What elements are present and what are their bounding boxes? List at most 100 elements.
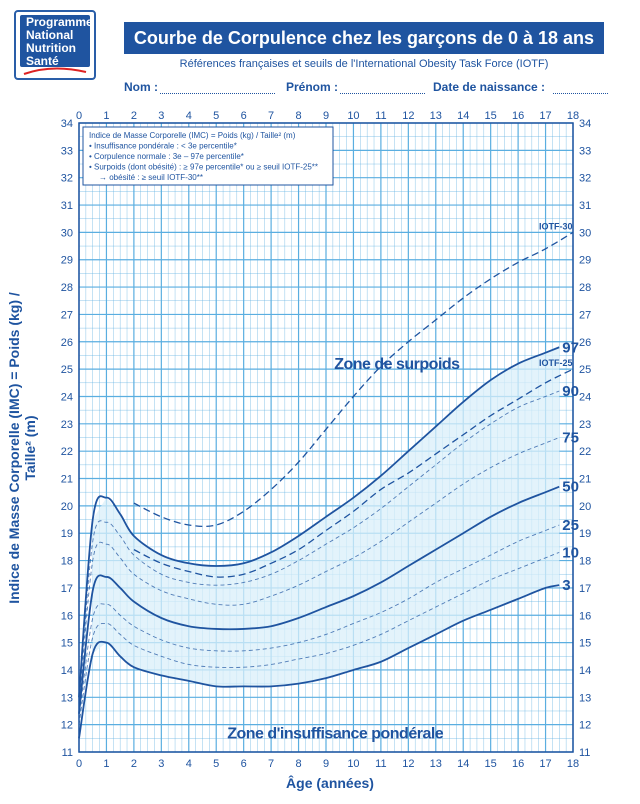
y-tick-label: 32 bbox=[61, 173, 73, 185]
y-tick-label-right: 31 bbox=[579, 200, 591, 212]
x-tick-label: 8 bbox=[295, 758, 301, 770]
legend-line: Indice de Masse Corporelle (IMC) = Poids… bbox=[89, 131, 296, 140]
logo: Programme National Nutrition Santé bbox=[14, 10, 96, 80]
logo-line: Nutrition bbox=[26, 41, 76, 55]
y-tick-label: 15 bbox=[61, 638, 73, 650]
x-tick-label-top: 1 bbox=[103, 110, 109, 122]
percentile-line-p97 bbox=[78, 346, 560, 698]
swoosh-icon bbox=[23, 67, 87, 75]
page-subtitle: Références françaises et seuils de l'Int… bbox=[179, 58, 549, 70]
y-tick-label: 29 bbox=[61, 255, 73, 267]
x-tick-label-top: 4 bbox=[186, 110, 192, 122]
y-tick-label-right: 14 bbox=[579, 665, 591, 677]
date-field[interactable] bbox=[553, 93, 608, 94]
x-tick-label-top: 14 bbox=[457, 110, 469, 122]
y-tick-label-right: 24 bbox=[579, 391, 591, 403]
zone-insuffisance-label: Zone d'insuffisance pondérale bbox=[227, 725, 444, 742]
x-tick-label-top: 18 bbox=[567, 110, 579, 122]
y-tick-label-right: 15 bbox=[579, 638, 591, 650]
y-tick-label-right: 34 bbox=[579, 118, 591, 130]
nom-field[interactable] bbox=[160, 93, 275, 94]
series-label-p97: 97 bbox=[562, 339, 579, 356]
y-tick-label: 11 bbox=[62, 747, 73, 759]
y-tick-label: 31 bbox=[61, 200, 73, 212]
y-tick-label-right: 26 bbox=[579, 337, 591, 349]
y-tick-label-right: 29 bbox=[579, 255, 591, 267]
legend-line: • Corpulence normale : 3e – 97e percenti… bbox=[89, 152, 244, 161]
x-tick-label-top: 10 bbox=[347, 110, 359, 122]
y-axis-title: Indice de Masse Corporelle (IMC) = Poids… bbox=[6, 292, 38, 604]
y-tick-label-right: 16 bbox=[579, 610, 591, 622]
x-tick-label-top: 9 bbox=[323, 110, 329, 122]
logo-line: Santé bbox=[26, 54, 59, 68]
prenom-field[interactable] bbox=[340, 93, 425, 94]
series-label-p10: 10 bbox=[562, 544, 579, 561]
percentile-line-p90 bbox=[78, 390, 560, 703]
y-tick-label-right: 30 bbox=[579, 227, 591, 239]
x-tick-label: 5 bbox=[213, 758, 219, 770]
x-tick-label: 18 bbox=[567, 758, 579, 770]
x-tick-label: 17 bbox=[539, 758, 551, 770]
y-tick-label: 21 bbox=[61, 474, 73, 486]
y-tick-label: 20 bbox=[61, 501, 73, 513]
x-tick-label-top: 16 bbox=[512, 110, 524, 122]
y-tick-label-right: 19 bbox=[579, 528, 591, 540]
y-tick-label-right: 33 bbox=[579, 145, 591, 157]
x-tick-label-top: 6 bbox=[241, 110, 247, 122]
series-label-iotf-25: IOTF-25 bbox=[539, 358, 573, 368]
plot-frame bbox=[78, 122, 574, 753]
y-tick-label-right: 20 bbox=[579, 501, 591, 513]
zone-surpoids-label: Zone de surpoids bbox=[334, 356, 460, 373]
series-label-p25: 25 bbox=[562, 517, 579, 534]
x-tick-label-top: 5 bbox=[213, 110, 219, 122]
x-tick-label: 4 bbox=[186, 758, 192, 770]
y-tick-label-right: 13 bbox=[579, 692, 591, 704]
x-tick-label: 6 bbox=[241, 758, 247, 770]
x-tick-label: 9 bbox=[323, 758, 329, 770]
y-tick-label-right: 11 bbox=[579, 747, 590, 759]
nom-label: Nom : bbox=[124, 80, 158, 94]
y-tick-label: 13 bbox=[61, 692, 73, 704]
x-tick-label: 10 bbox=[347, 758, 359, 770]
x-tick-label-top: 13 bbox=[430, 110, 442, 122]
percentile-line-p3 bbox=[78, 584, 560, 739]
x-tick-label: 1 bbox=[103, 758, 109, 770]
x-tick-label-top: 17 bbox=[539, 110, 551, 122]
x-tick-label-top: 3 bbox=[158, 110, 164, 122]
series-label-p75: 75 bbox=[562, 430, 579, 447]
x-tick-label: 2 bbox=[131, 758, 137, 770]
x-tick-label: 13 bbox=[430, 758, 442, 770]
x-tick-label: 0 bbox=[76, 758, 82, 770]
y-tick-label-right: 32 bbox=[579, 173, 591, 185]
logo-line: Programme bbox=[26, 15, 93, 29]
y-tick-label: 30 bbox=[61, 227, 73, 239]
y-tick-label: 23 bbox=[61, 419, 73, 431]
prenom-label: Prénom : bbox=[286, 80, 339, 94]
x-tick-label-top: 15 bbox=[485, 110, 497, 122]
y-tick-label-right: 21 bbox=[579, 474, 591, 486]
x-tick-label-top: 12 bbox=[402, 110, 414, 122]
logo-background bbox=[20, 15, 90, 67]
x-tick-label: 3 bbox=[158, 758, 164, 770]
labels-group: 97 90 75 50 25 10 3 IOTF-25 IOTF-30 Zone de surpo… bbox=[227, 221, 579, 742]
y-tick-label-right: 23 bbox=[579, 419, 591, 431]
y-tick-label: 27 bbox=[61, 309, 73, 321]
y-tick-label-right: 28 bbox=[579, 282, 591, 294]
percentile-line-p25 bbox=[78, 524, 560, 720]
y-tick-label-right: 22 bbox=[579, 446, 591, 458]
iotf-line-iotf-30 bbox=[133, 231, 574, 528]
x-tick-label: 7 bbox=[268, 758, 274, 770]
y-tick-label: 28 bbox=[61, 282, 73, 294]
y-tick-label: 24 bbox=[61, 391, 73, 403]
y-tick-label: 19 bbox=[61, 528, 73, 540]
x-tick-label-top: 11 bbox=[375, 110, 386, 122]
series-label-iotf-30: IOTF-30 bbox=[539, 221, 573, 231]
percentile-line-p75 bbox=[78, 437, 560, 709]
legend-line: • Insuffisance pondérale : < 3e percenti… bbox=[89, 142, 237, 151]
series-label-p3: 3 bbox=[562, 577, 570, 594]
y-tick-label-right: 17 bbox=[579, 583, 591, 595]
y-tick-label-right: 18 bbox=[579, 556, 591, 568]
x-tick-label: 11 bbox=[375, 758, 386, 770]
x-tick-label: 15 bbox=[485, 758, 497, 770]
